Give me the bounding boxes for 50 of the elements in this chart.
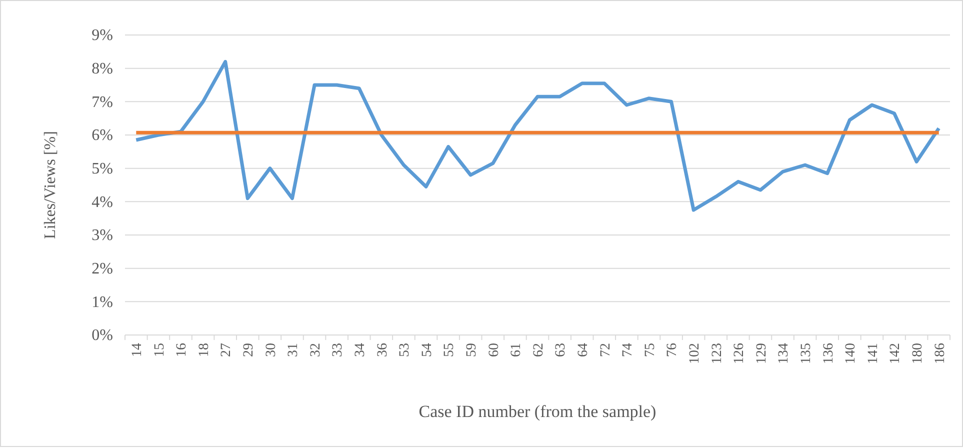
y-tick-label: 9% xyxy=(92,27,113,44)
line-series xyxy=(134,60,941,212)
y-tick-label: 2% xyxy=(92,260,113,278)
y-tick-label: 6% xyxy=(92,127,113,144)
y-axis-title: Likes/Views [%] xyxy=(42,131,59,239)
x-tick-label: 34 xyxy=(353,343,368,357)
x-axis-title: Case ID number (from the sample) xyxy=(418,402,656,421)
x-tick-label: 15 xyxy=(152,343,168,357)
x-tick-label: 186 xyxy=(932,343,948,364)
y-tick-label: 7% xyxy=(92,94,113,111)
x-tick-label: 64 xyxy=(576,343,591,357)
x-tick-label: 61 xyxy=(509,343,524,357)
x-tick-label: 62 xyxy=(531,343,546,357)
y-tick-label: 0% xyxy=(92,327,113,344)
x-tick-label: 60 xyxy=(486,343,502,357)
x-tick-label: 63 xyxy=(554,343,569,357)
x-tick-label: 36 xyxy=(375,343,390,357)
x-tick-label: 27 xyxy=(219,343,234,357)
x-tick-label: 31 xyxy=(286,343,302,357)
x-tick-label: 180 xyxy=(910,343,926,364)
x-tick-label: 141 xyxy=(866,343,881,364)
x-tick-label: 75 xyxy=(642,343,658,357)
x-tick-label: 135 xyxy=(798,343,814,364)
x-tick-label: 123 xyxy=(710,343,725,364)
x-tick-label: 142 xyxy=(888,343,904,364)
x-tick-label: 33 xyxy=(330,343,346,357)
x-tick-label: 140 xyxy=(844,343,859,364)
x-tick-label: 59 xyxy=(464,343,480,357)
x-tick-label: 129 xyxy=(754,343,770,364)
y-tick-label: 1% xyxy=(92,294,113,311)
x-tick-label: 16 xyxy=(174,343,190,357)
x-tick-label: 74 xyxy=(620,343,636,357)
x-tick-label: 136 xyxy=(821,343,836,364)
x-tick-label: 53 xyxy=(398,343,413,357)
y-tick-label: 5% xyxy=(92,160,113,178)
y-tick-label: 3% xyxy=(92,227,113,244)
x-tick-label: 29 xyxy=(242,343,257,357)
x-tick-label: 54 xyxy=(420,343,435,357)
x-tick-label: 72 xyxy=(598,343,614,357)
x-tick-label: 126 xyxy=(732,343,748,364)
x-tick-label: 102 xyxy=(687,343,702,364)
x-tick-label: 76 xyxy=(665,343,680,357)
y-tick-label: 8% xyxy=(92,60,113,78)
x-tick-label: 14 xyxy=(130,343,146,357)
x-tick-label: 32 xyxy=(308,343,324,357)
x-tick-label: 18 xyxy=(196,343,212,357)
x-tick-label: 55 xyxy=(442,343,458,357)
x-tick-label: 30 xyxy=(264,343,279,357)
y-tick-label: 4% xyxy=(92,194,113,211)
x-tick-label: 134 xyxy=(776,343,792,364)
